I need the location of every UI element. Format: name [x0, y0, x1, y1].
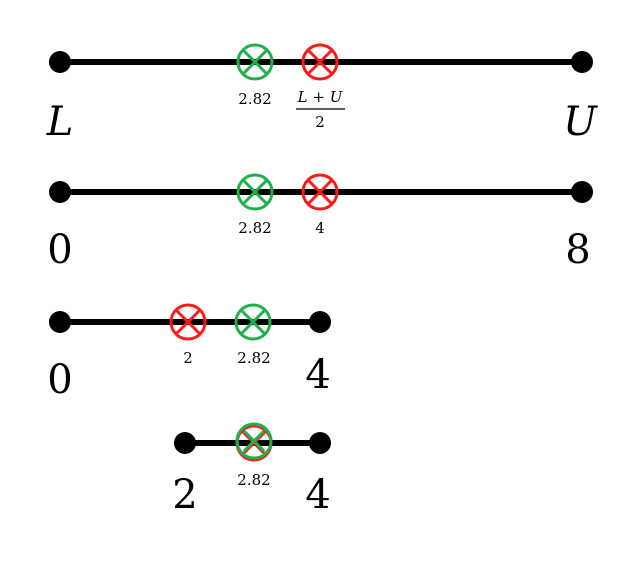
row-1: L U 2.82 L + U 2 [46, 43, 598, 145]
row-1-red-numerator: L + U [297, 88, 344, 106]
row-1-left-label: L [46, 99, 74, 145]
row-4: 2 4 2.82 [172, 422, 331, 518]
row-2: 0 8 2.82 4 [47, 173, 593, 273]
row-2-right-label: 8 [565, 227, 590, 273]
row-2-green-value: 2.82 [238, 219, 271, 237]
row-1-green-value: 2.82 [238, 90, 271, 108]
row-3-right-label: 4 [305, 352, 330, 398]
row-3-green-value: 2.82 [237, 349, 270, 367]
row-3: 0 4 2 2.82 [47, 303, 331, 403]
row-1-red-denominator: 2 [315, 113, 325, 131]
row-3-left-endpoint [49, 311, 71, 333]
row-3-left-label: 0 [47, 357, 72, 403]
row-3-green-marker-icon [234, 303, 272, 341]
row-4-green-marker-icon [235, 422, 273, 460]
row-4-right-label: 4 [305, 472, 330, 518]
row-4-right-endpoint [309, 432, 331, 454]
row-2-red-value: 4 [315, 219, 325, 237]
row-2-right-endpoint [571, 181, 593, 203]
row-3-red-marker-icon [169, 303, 207, 341]
row-1-right-endpoint [571, 51, 593, 73]
row-1-left-endpoint [49, 51, 71, 73]
row-4-green-value: 2.82 [237, 471, 270, 489]
row-4-left-endpoint [174, 432, 196, 454]
row-2-left-endpoint [49, 181, 71, 203]
row-1-right-label: U [563, 99, 598, 145]
row-2-left-label: 0 [47, 227, 72, 273]
row-1-red-marker-icon [301, 43, 339, 81]
row-2-red-marker-icon [301, 173, 339, 211]
row-1-green-marker-icon [236, 43, 274, 81]
row-3-right-endpoint [309, 311, 331, 333]
row-2-green-marker-icon [236, 173, 274, 211]
row-3-red-value: 2 [183, 349, 193, 367]
row-4-left-label: 2 [172, 472, 197, 518]
